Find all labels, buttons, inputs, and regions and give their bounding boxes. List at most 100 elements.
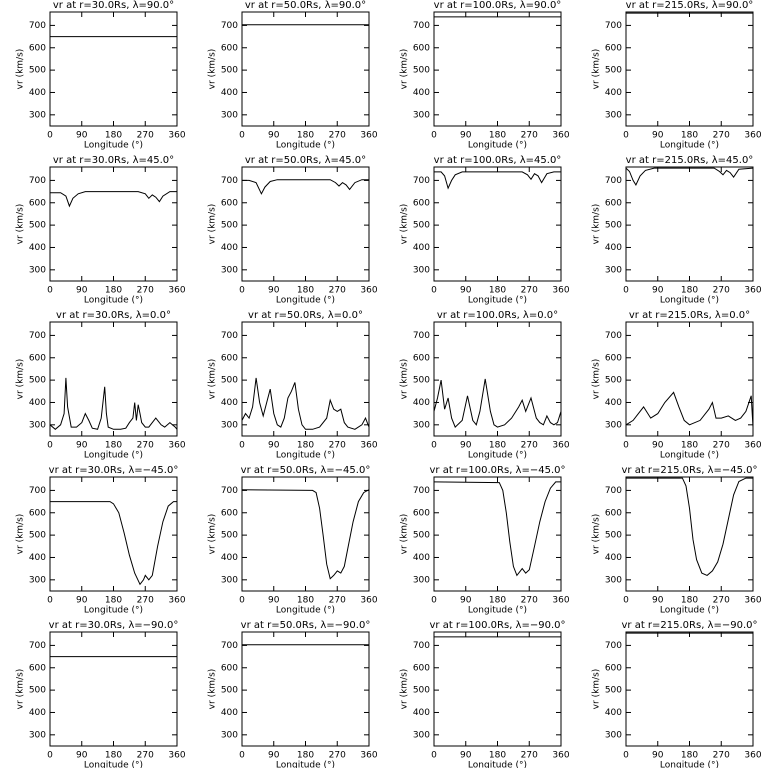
y-axis-label: vr (km/s) [400,49,410,90]
y-tick-label: 500 [221,686,238,696]
x-tick-label: 180 [681,596,698,606]
y-tick-label: 500 [221,531,238,541]
panel: vr at r=215.0Rs, λ=0.0° 0 90 180 270 360 300 40… [592,310,762,461]
x-tick-label: 0 [239,441,245,451]
x-tick-label: 180 [489,441,506,451]
panel: vr at r=215.0Rs, λ=90.0° 0 90 180 270 360 300 4… [592,0,762,151]
y-axis-label: vr (km/s) [16,514,26,555]
panel-title: vr at r=100.0Rs, λ=0.0° [437,310,558,321]
panel: vr at r=50.0Rs, λ=−90.0° 0 90 180 270 360 300 4… [208,620,378,768]
x-axis-label: Longitude (°) [84,761,143,768]
x-tick-label: 360 [360,596,377,606]
x-tick-label: 180 [297,441,314,451]
panel-title: vr at r=100.0Rs, λ=45.0° [434,155,562,166]
y-tick-label: 700 [413,21,430,31]
x-tick-label: 0 [47,441,53,451]
y-tick-label: 700 [413,176,430,186]
panel-title: vr at r=215.0Rs, λ=−45.0° [621,465,757,476]
y-axis-label: vr (km/s) [400,204,410,245]
y-tick-label: 400 [413,243,430,253]
y-tick-label: 500 [221,376,238,386]
x-tick-label: 0 [623,131,629,141]
x-tick-label: 360 [552,286,569,296]
panel-title: vr at r=215.0Rs, λ=45.0° [626,155,754,166]
x-tick-label: 180 [297,596,314,606]
plot-area [50,501,177,586]
x-tick-label: 180 [105,131,122,141]
y-tick-label: 300 [221,575,238,585]
panel-title: vr at r=100.0Rs, λ=−90.0° [429,620,565,631]
panel: vr at r=215.0Rs, λ=45.0° 0 90 180 270 360 300 4… [592,155,762,306]
x-tick-label: 90 [652,751,664,761]
x-axis-label: Longitude (°) [84,606,143,616]
x-tick-label: 0 [239,596,245,606]
y-tick-label: 300 [605,420,622,430]
y-axis-label: vr (km/s) [16,359,26,400]
data-line [626,477,753,576]
x-tick-label: 180 [681,131,698,141]
x-axis-label: Longitude (°) [276,606,335,616]
y-tick-label: 600 [605,508,622,518]
x-tick-label: 360 [168,751,185,761]
x-axis-label: Longitude (°) [660,141,719,151]
x-axis-label: Longitude (°) [468,141,527,151]
y-tick-label: 600 [413,508,430,518]
y-tick-label: 700 [413,486,430,496]
panel: vr at r=50.0Rs, λ=0.0° 0 90 180 270 360 300 400… [208,310,378,461]
plot-frame [241,631,370,747]
panel-title: vr at r=100.0Rs, λ=90.0° [434,0,562,11]
y-tick-label: 400 [605,88,622,98]
panel-title: vr at r=50.0Rs, λ=45.0° [245,155,366,166]
panel-title: vr at r=30.0Rs, λ=−90.0° [49,620,179,631]
y-tick-label: 700 [605,176,622,186]
panel: vr at r=30.0Rs, λ=−90.0° 0 90 180 270 360 300 4… [16,620,186,768]
x-tick-label: 90 [268,751,280,761]
plot-frame [49,631,178,747]
x-tick-label: 180 [297,286,314,296]
y-tick-label: 500 [221,66,238,76]
y-tick-label: 500 [413,66,430,76]
x-tick-label: 360 [744,751,761,761]
y-tick-label: 300 [605,730,622,740]
y-tick-label: 400 [29,708,46,718]
y-tick-label: 500 [605,376,622,386]
panel-title: vr at r=30.0Rs, λ=45.0° [53,155,174,166]
x-tick-label: 270 [521,751,538,761]
x-tick-label: 360 [168,596,185,606]
y-tick-label: 700 [221,21,238,31]
y-tick-label: 300 [29,575,46,585]
y-tick-label: 700 [29,21,46,31]
panel: vr at r=100.0Rs, λ=−45.0° 0 90 180 270 360 300… [400,465,570,616]
plot-frame [433,631,562,747]
plot-area [242,489,369,580]
y-tick-label: 600 [29,198,46,208]
y-tick-label: 600 [29,353,46,363]
y-tick-label: 400 [29,243,46,253]
data-line [242,377,369,430]
y-tick-label: 400 [29,88,46,98]
y-tick-label: 500 [413,531,430,541]
x-tick-label: 360 [360,131,377,141]
panel: vr at r=30.0Rs, λ=−45.0° 0 90 180 270 360 300 4… [16,465,186,616]
y-axis-label: vr (km/s) [400,669,410,710]
y-tick-label: 300 [29,730,46,740]
x-tick-label: 0 [239,131,245,141]
plot-area [434,378,561,428]
x-axis-label: Longitude (°) [84,296,143,306]
y-tick-label: 700 [221,331,238,341]
x-tick-label: 90 [76,131,88,141]
y-tick-label: 500 [413,221,430,231]
x-tick-label: 270 [329,596,346,606]
x-tick-label: 90 [76,441,88,451]
x-axis-label: Longitude (°) [276,761,335,768]
y-tick-label: 700 [605,21,622,31]
y-tick-label: 300 [413,420,430,430]
y-axis-label: vr (km/s) [592,669,602,710]
x-tick-label: 0 [47,751,53,761]
y-tick-label: 500 [413,376,430,386]
y-tick-label: 400 [605,398,622,408]
y-tick-label: 700 [29,176,46,186]
data-line [434,171,561,190]
x-tick-label: 180 [681,751,698,761]
x-tick-label: 270 [137,751,154,761]
